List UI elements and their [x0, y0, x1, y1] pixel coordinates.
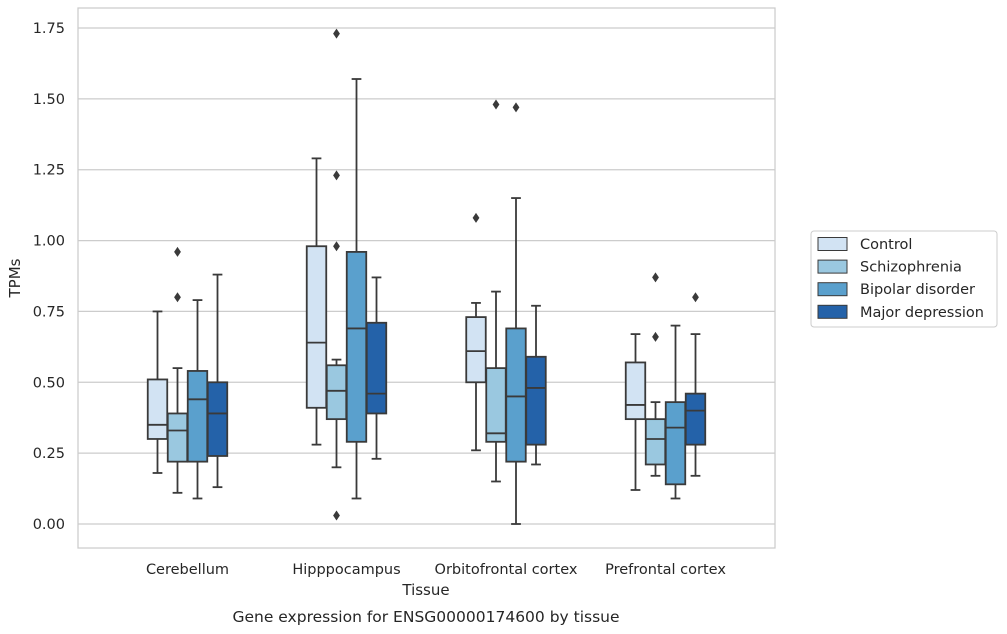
outlier-point — [174, 292, 181, 303]
y-tick-label: 0.00 — [33, 517, 65, 533]
boxplot-series — [146, 28, 707, 525]
plot-frame — [77, 7, 776, 549]
outlier-point — [333, 28, 340, 39]
box-iqr — [684, 392, 707, 446]
legend-label: Bipolar disorder — [860, 282, 975, 298]
outlier-point — [652, 272, 659, 283]
x-tick-label: Cerebellum — [146, 562, 229, 578]
legend-swatch — [817, 282, 848, 297]
legend-frame — [810, 230, 998, 328]
legend-label: Control — [860, 237, 912, 253]
chart-caption: Gene expression for ENSG00000174600 by t… — [232, 608, 619, 626]
outlier-point — [333, 510, 340, 521]
box-iqr — [465, 316, 487, 384]
box-iqr — [305, 245, 328, 409]
legend-swatch — [817, 304, 848, 319]
x-tick-labels: Cerebellum Hipppocampus Orbitofrontal cort… — [146, 562, 726, 578]
outlier-point — [174, 246, 181, 257]
outlier-point — [333, 170, 340, 181]
outlier-point — [472, 212, 480, 223]
legend-label: Major depression — [860, 305, 984, 321]
y-tick-label: 0.75 — [33, 304, 65, 320]
x-tick-label: Prefrontal cortex — [605, 562, 726, 578]
box-iqr — [206, 381, 229, 457]
box-iqr — [325, 364, 348, 421]
box-iqr — [186, 370, 209, 463]
series-schizophrenia — [166, 28, 667, 521]
legend-swatch — [817, 237, 848, 251]
outlier-point — [652, 331, 659, 342]
box-iqr — [664, 401, 687, 486]
y-axis-label: TPMs — [6, 258, 24, 298]
y-tick-labels: 0.00 0.25 0.50 0.75 1.00 1.25 1.50 1.75 — [33, 21, 65, 533]
outlier-point — [512, 102, 520, 113]
box-iqr — [146, 378, 169, 440]
box-iqr — [505, 327, 527, 463]
box-iqr — [166, 412, 189, 463]
box-iqr — [624, 361, 647, 421]
y-tick-label: 0.50 — [33, 375, 65, 391]
y-tick-label: 0.25 — [33, 446, 65, 462]
legend: Control Schizophrenia Bipolar disorder Majo… — [810, 230, 998, 328]
x-tick-label: Hipppocampus — [292, 562, 400, 578]
y-tick-label: 1.50 — [33, 92, 65, 108]
legend-label: Schizophrenia — [860, 260, 962, 276]
outlier-point — [492, 99, 500, 110]
box-iqr — [485, 367, 507, 443]
outlier-point — [333, 241, 340, 252]
x-tick-label: Orbitofrontal cortex — [435, 562, 578, 578]
legend-swatch — [817, 259, 848, 274]
y-tick-label: 1.75 — [33, 21, 65, 37]
y-tick-label: 1.25 — [33, 163, 65, 179]
outlier-point — [692, 292, 699, 303]
series-major-depression — [206, 273, 707, 489]
box-iqr — [644, 418, 667, 466]
y-tick-label: 1.00 — [33, 234, 65, 250]
box-iqr — [345, 251, 368, 443]
x-axis-label: Tissue — [401, 581, 449, 599]
box-iqr — [525, 355, 547, 446]
box-iqr — [365, 321, 388, 415]
series-control — [146, 157, 647, 491]
